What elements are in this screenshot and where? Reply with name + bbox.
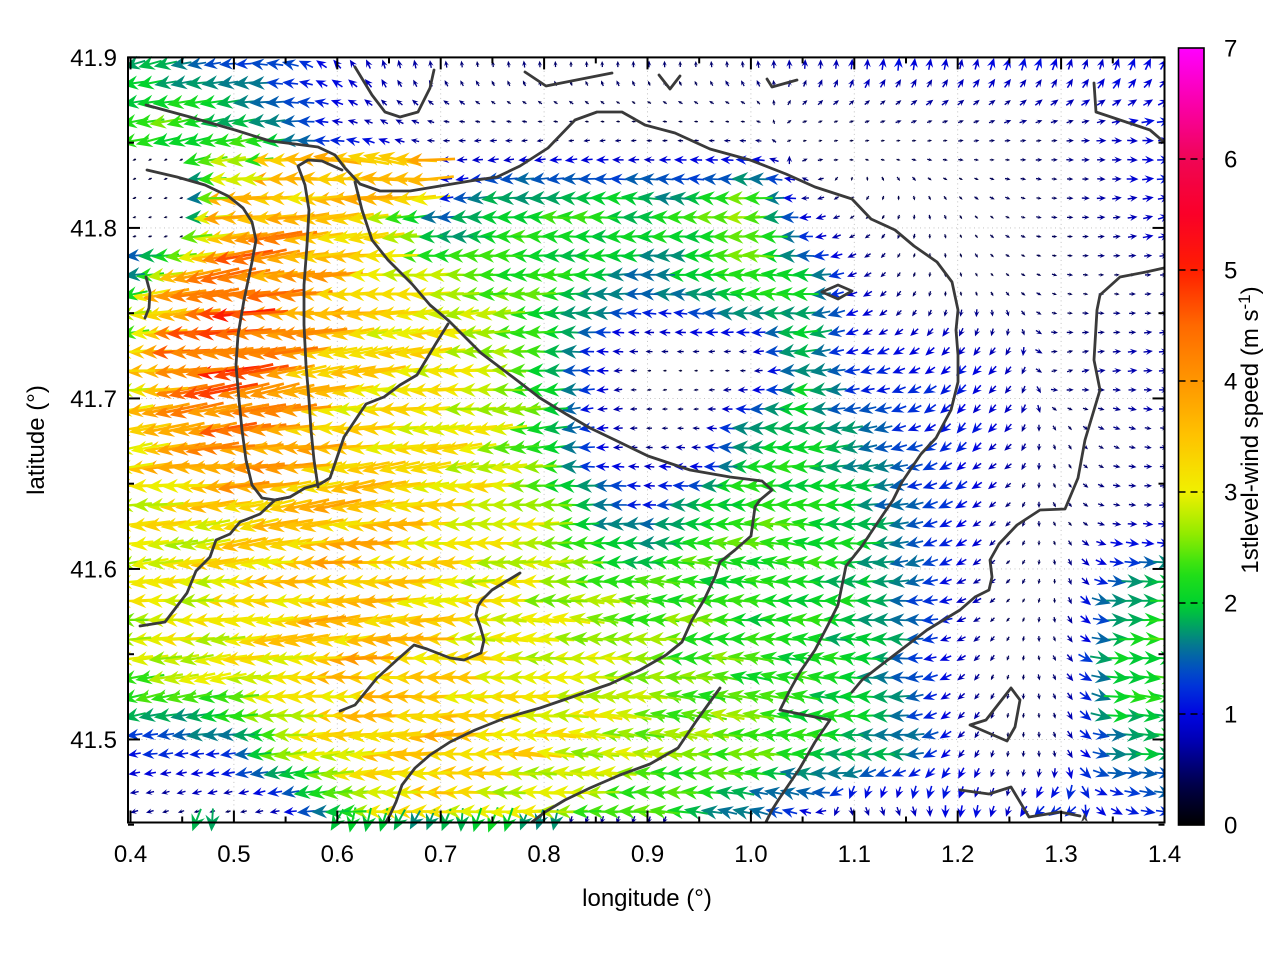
- svg-text:1.0: 1.0: [734, 841, 767, 868]
- svg-text:longitude (°): longitude (°): [582, 885, 712, 912]
- svg-text:41.9: 41.9: [70, 45, 117, 72]
- svg-text:0.7: 0.7: [424, 841, 457, 868]
- svg-text:41.5: 41.5: [70, 727, 117, 754]
- svg-text:1stlevel-wind speed (m s-1): 1stlevel-wind speed (m s-1): [1235, 286, 1264, 573]
- svg-text:1: 1: [1224, 702, 1237, 729]
- svg-text:latitude (°): latitude (°): [23, 385, 50, 495]
- svg-text:2: 2: [1224, 591, 1237, 618]
- svg-text:1.4: 1.4: [1148, 841, 1181, 868]
- svg-text:5: 5: [1224, 258, 1237, 285]
- svg-text:0.9: 0.9: [631, 841, 664, 868]
- svg-text:41.8: 41.8: [70, 216, 117, 243]
- svg-text:41.6: 41.6: [70, 557, 117, 584]
- svg-text:0.6: 0.6: [321, 841, 354, 868]
- svg-text:4: 4: [1224, 369, 1237, 396]
- svg-text:0.8: 0.8: [527, 841, 560, 868]
- svg-text:1.2: 1.2: [941, 841, 974, 868]
- svg-text:41.7: 41.7: [70, 386, 117, 413]
- svg-text:0: 0: [1224, 813, 1237, 840]
- svg-text:6: 6: [1224, 147, 1237, 174]
- svg-text:0.4: 0.4: [114, 841, 147, 868]
- svg-text:1.1: 1.1: [838, 841, 871, 868]
- svg-text:7: 7: [1224, 36, 1237, 63]
- svg-text:0.5: 0.5: [217, 841, 250, 868]
- svg-text:3: 3: [1224, 480, 1237, 507]
- svg-text:1.3: 1.3: [1044, 841, 1077, 868]
